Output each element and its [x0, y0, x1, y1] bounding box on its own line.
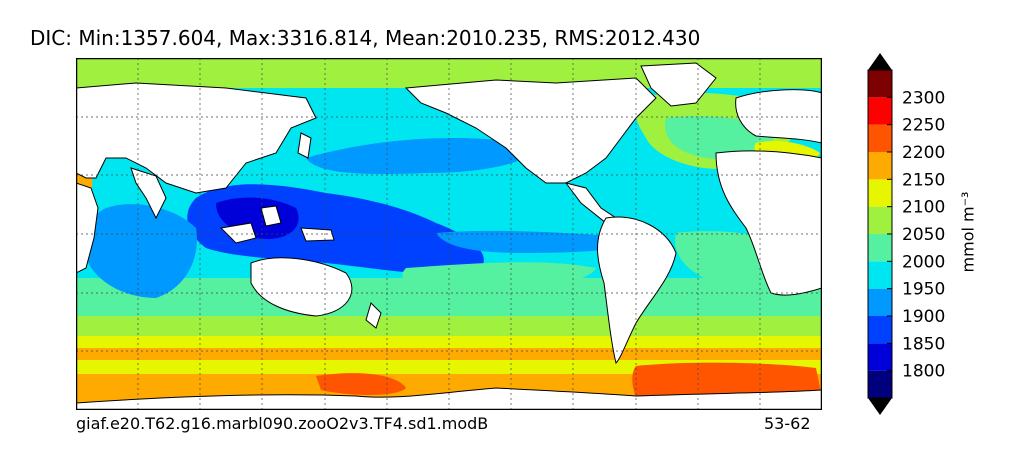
- colorbar-ticks: 1800 1850 1900 1950 2000 2050 2100 2150 2200 2250…: [887, 88, 945, 382]
- land-south-america: [597, 216, 677, 364]
- colorbar-label: mmol m⁻³: [958, 191, 978, 273]
- field-weddell-sea: [632, 362, 822, 398]
- land-greenland: [640, 62, 717, 107]
- chart-title: DIC: Min:1357.604, Max:3316.814, Mean:20…: [30, 26, 701, 50]
- land-north-america: [404, 77, 657, 184]
- colorbar-swatch: [868, 370, 892, 398]
- colorbar-swatch: [868, 234, 892, 262]
- colorbar-swatch: [868, 70, 892, 98]
- colorbar-tick-label: 1900: [902, 307, 945, 327]
- land-asia: [76, 82, 317, 194]
- colorbar-swatch: [868, 97, 892, 125]
- colorbar-swatch: [868, 179, 892, 207]
- land-japan: [297, 132, 312, 159]
- colorbar: 1800 1850 1900 1950 2000 2050 2100 2150 2200 2250…: [867, 53, 945, 415]
- land-africa-east: [76, 182, 99, 274]
- ocean-map: [76, 58, 822, 410]
- colorbar-tick-label: 1950: [902, 280, 945, 300]
- field-north-pacific-blue: [306, 138, 531, 175]
- land-europe: [735, 89, 822, 144]
- colorbar-tick-label: 1850: [902, 334, 945, 354]
- colorbar-tick-label: 2100: [902, 198, 945, 218]
- colorbar-high-arrow: [868, 53, 892, 70]
- colorbar-swatch: [868, 343, 892, 371]
- graticule: [76, 58, 822, 410]
- colorbar-swatch: [868, 288, 892, 316]
- colorbar-tick-label: 1800: [902, 362, 945, 382]
- colorbar-tick-label: 2050: [902, 225, 945, 245]
- land-new-guinea: [300, 227, 335, 242]
- colorbar-tick-label: 2250: [902, 116, 945, 136]
- field-equatorial-tongue: [436, 230, 637, 253]
- colorbar-swatch: [868, 261, 892, 289]
- colorbar-swatch: [868, 152, 892, 180]
- colorbar-low-arrow: [868, 398, 892, 415]
- colorbar-tick-label: 2150: [902, 170, 945, 190]
- map-frame: [76, 58, 822, 410]
- experiment-label: giaf.e20.T62.g16.marbl090.zooO2v3.TF4.sd…: [76, 414, 489, 433]
- land-borneo: [260, 205, 282, 227]
- land-india: [130, 167, 167, 220]
- land-new-zealand: [365, 302, 382, 329]
- land: [76, 62, 822, 410]
- colorbar-swatch: [868, 124, 892, 152]
- field-indian-ocean: [84, 204, 197, 298]
- colorbar-tick-label: 2000: [902, 252, 945, 272]
- colorbar-swatch: [868, 206, 892, 234]
- colorbar-swatch: [868, 316, 892, 344]
- colorbar-segments: [867, 69, 893, 399]
- field-south-pacific-green: [402, 262, 596, 290]
- colorbar-tick-label: 2300: [902, 88, 945, 108]
- field-ross-sea: [316, 373, 406, 395]
- colorbar-tick-label: 2200: [902, 143, 945, 163]
- land-indonesia: [219, 222, 257, 244]
- land-australia: [250, 257, 353, 317]
- year-range-label: 53-62: [764, 414, 811, 433]
